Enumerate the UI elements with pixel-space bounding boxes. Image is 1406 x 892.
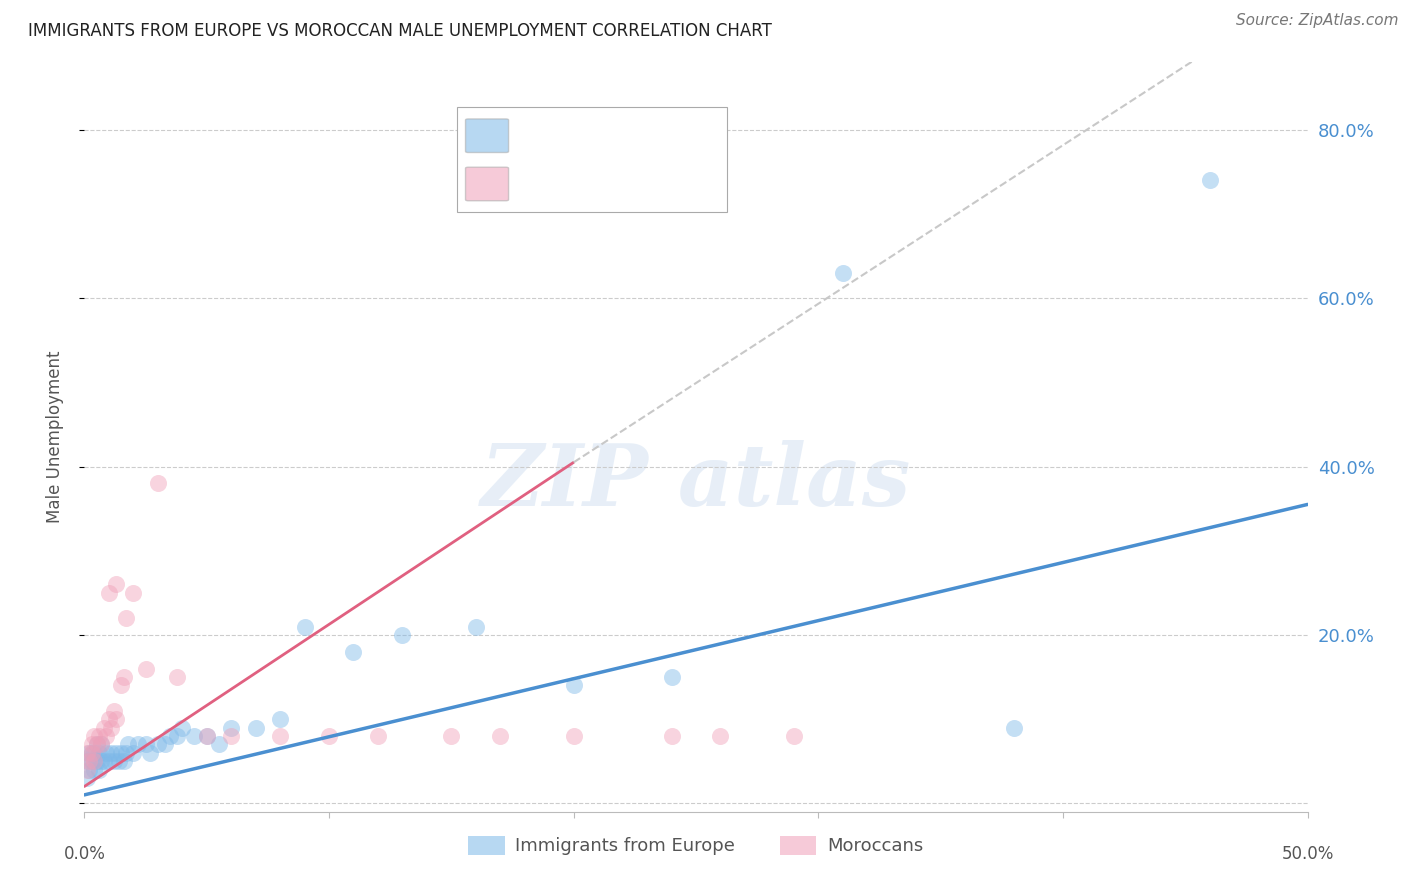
Point (172, 721, 194, 735)
Point (783, 729, 806, 743)
Point (110, 746, 132, 760)
Point (464, 619, 486, 633)
Point (90, 737, 112, 751)
Point (86, 737, 108, 751)
Point (391, 628, 413, 642)
Point (80, 746, 103, 760)
Point (77, 754, 100, 768)
Point (105, 712, 128, 726)
Point (103, 754, 125, 768)
Point (269, 712, 291, 726)
Text: 50.0%: 50.0% (1281, 846, 1334, 863)
Point (93, 754, 115, 768)
Point (96, 729, 118, 743)
Point (97, 754, 120, 768)
Point (86, 737, 108, 751)
Point (245, 721, 267, 735)
Point (195, 729, 218, 743)
Point (219, 729, 242, 743)
Point (219, 721, 242, 735)
Point (83, 746, 105, 760)
Text: Source: ZipAtlas.com: Source: ZipAtlas.com (1236, 13, 1399, 29)
Point (117, 737, 139, 751)
Point (709, 729, 731, 743)
Point (135, 737, 157, 751)
Y-axis label: Male Unemployment: Male Unemployment (45, 351, 63, 524)
Point (103, 704, 125, 718)
Point (76, 771, 98, 785)
Point (115, 746, 138, 760)
Point (87, 729, 110, 743)
Point (80, 746, 103, 760)
Point (153, 737, 176, 751)
Point (318, 729, 340, 743)
Point (127, 737, 149, 751)
Point (96, 746, 118, 760)
Point (166, 670, 188, 684)
Point (146, 737, 169, 751)
Point (562, 678, 585, 692)
Point (183, 729, 205, 743)
Point (440, 729, 463, 743)
Point (83, 763, 105, 777)
Point (105, 746, 128, 760)
Point (367, 729, 389, 743)
Point (115, 611, 138, 625)
Point (77, 763, 100, 777)
Point (100, 746, 122, 760)
Point (661, 670, 683, 684)
Point (195, 729, 218, 743)
Point (122, 586, 145, 600)
Point (97, 586, 120, 600)
Text: 0.0%: 0.0% (63, 846, 105, 863)
Point (100, 721, 122, 735)
Point (90, 737, 112, 751)
Point (269, 729, 291, 743)
Point (122, 746, 145, 760)
Point (661, 729, 683, 743)
Point (159, 729, 181, 743)
Point (77, 746, 100, 760)
Legend: Immigrants from Europe, Moroccans: Immigrants from Europe, Moroccans (461, 829, 931, 863)
Point (110, 678, 132, 692)
Point (90, 754, 112, 768)
Point (97, 712, 120, 726)
Point (166, 729, 188, 743)
Point (80, 737, 103, 751)
Point (135, 662, 157, 676)
Point (86, 754, 108, 768)
Point (83, 754, 105, 768)
Point (1002, 721, 1025, 735)
Point (87, 763, 110, 777)
Point (294, 619, 316, 633)
Point (562, 729, 585, 743)
Point (80, 754, 103, 768)
Text: ZIP atlas: ZIP atlas (481, 441, 911, 524)
Point (208, 737, 231, 751)
Point (146, 476, 169, 491)
Point (76, 746, 98, 760)
Point (342, 645, 364, 659)
Point (112, 670, 135, 684)
Point (87, 746, 110, 760)
Point (83, 729, 105, 743)
Point (112, 754, 135, 768)
Point (93, 721, 115, 735)
Point (139, 746, 162, 760)
Point (107, 754, 129, 768)
Text: IMMIGRANTS FROM EUROPE VS MOROCCAN MALE UNEMPLOYMENT CORRELATION CHART: IMMIGRANTS FROM EUROPE VS MOROCCAN MALE … (28, 22, 772, 40)
Point (831, 266, 853, 280)
Point (489, 729, 512, 743)
Point (1198, 173, 1220, 187)
Point (76, 763, 98, 777)
Point (76, 754, 98, 768)
Point (105, 577, 128, 591)
